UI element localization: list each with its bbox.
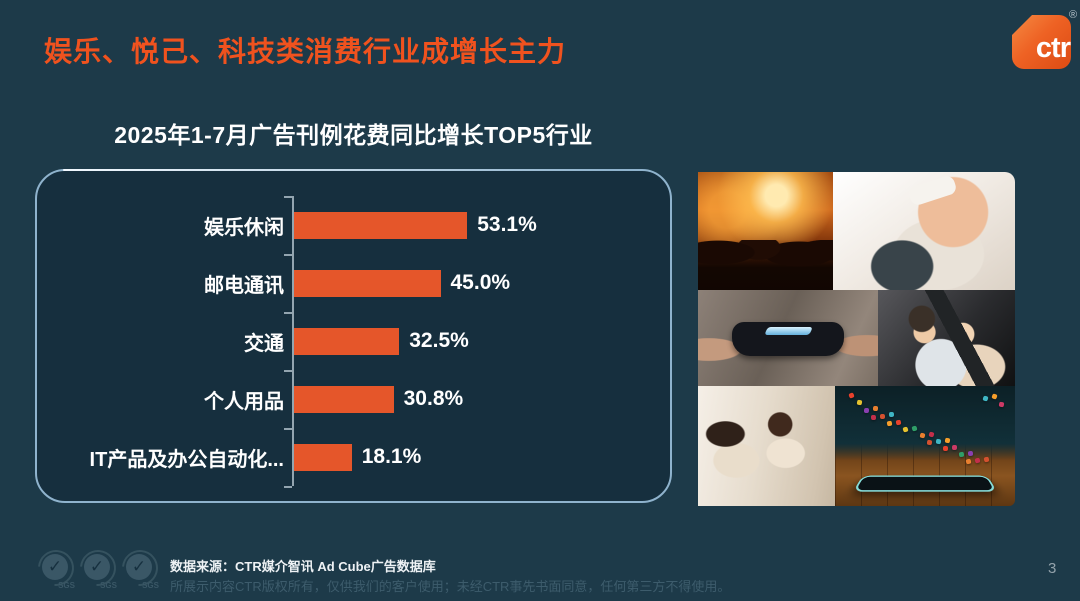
axis-tick <box>284 428 292 430</box>
chart-row: 个人用品 30.8% <box>37 370 670 428</box>
bar <box>292 327 400 355</box>
sgs-certification-badges: ✓ SGS ✓ SGS ✓ SGS <box>30 542 166 594</box>
logo-chamfer <box>1011 14 1033 36</box>
app-icon <box>911 424 919 432</box>
bar-category-label: 个人用品 <box>204 390 284 413</box>
app-icon <box>870 414 877 420</box>
bar-category-label: 娱乐休闲 <box>204 216 284 239</box>
bar-value-label: 30.8% <box>403 387 464 410</box>
app-icon <box>848 392 856 399</box>
chart-row: IT产品及办公自动化... 18.1% <box>37 428 670 486</box>
concert-crowd-photo <box>698 172 833 290</box>
badge-checkmark-icon: ✓ <box>84 554 110 580</box>
sgs-badge: ✓ SGS <box>72 542 124 594</box>
axis-tick <box>284 254 292 256</box>
axis-tick <box>284 312 292 314</box>
page-number: 3 <box>1048 560 1057 577</box>
bar-chart-panel: 娱乐休闲 53.1% 邮电通讯 45.0% 交通 32.5% 个人用品 30.8% IT产品及办… <box>35 169 672 503</box>
bar <box>292 385 394 413</box>
app-icon <box>974 457 981 464</box>
badge-label: SGS <box>58 581 75 590</box>
badge-checkmark-icon: ✓ <box>42 554 68 580</box>
app-icon <box>879 413 886 419</box>
badge-checkmark-icon: ✓ <box>126 554 152 580</box>
bar-value-label: 53.1% <box>477 213 537 236</box>
bar-category-label: 邮电通讯 <box>204 274 284 297</box>
chart-axis <box>284 196 294 488</box>
gamepad-shape <box>732 321 844 357</box>
copyright-disclaimer-text: 所展示内容CTR版权所有，仅供我们的客户使用；未经CTR事先书面同意，任何第三方… <box>170 579 731 594</box>
ctr-logo: ctr <box>1011 14 1071 69</box>
spa-facial-photo <box>833 172 1015 290</box>
app-icon <box>965 458 972 465</box>
chart-row: 交通 32.5% <box>37 312 670 370</box>
app-icon <box>856 399 863 406</box>
app-icon <box>943 446 948 451</box>
app-icon <box>919 432 926 439</box>
app-icon <box>935 438 942 445</box>
bar <box>292 269 441 297</box>
app-icon <box>872 406 879 412</box>
sgs-badge: ✓ SGS <box>114 542 166 594</box>
bar-category-label: 交通 <box>244 332 284 355</box>
app-icon <box>998 401 1005 408</box>
app-icon <box>990 393 998 401</box>
bar-value-label: 32.5% <box>409 329 469 352</box>
chart-row: 娱乐休闲 53.1% <box>37 196 670 254</box>
app-icon <box>928 431 935 438</box>
app-icon <box>902 426 910 433</box>
badge-label: SGS <box>100 581 117 590</box>
sgs-badge: ✓ SGS <box>30 542 82 594</box>
axis-tick <box>284 370 292 372</box>
badge-label: SGS <box>142 581 159 590</box>
app-icon <box>981 394 989 402</box>
bar <box>292 443 352 471</box>
app-icon <box>886 420 893 427</box>
app-icon <box>895 419 902 425</box>
gamepad-lightbar <box>763 327 813 336</box>
app-icon <box>951 444 958 450</box>
axis-tick <box>284 196 292 198</box>
chart-title: 2025年1-7月广告刊例花费同比增长TOP5行业 <box>114 122 593 148</box>
app-icon <box>888 412 895 418</box>
photo-collage <box>698 172 1015 506</box>
app-icon <box>958 451 965 458</box>
bar-value-label: 45.0% <box>450 271 511 294</box>
bar-category-label: IT产品及办公自动化... <box>89 448 284 471</box>
registered-trademark-mark: ® <box>1069 9 1078 21</box>
tablet-apps-photo <box>835 386 1015 506</box>
bar-value-label: 18.1% <box>361 445 422 468</box>
tablet-shape <box>852 475 998 492</box>
bar-rows: 娱乐休闲 53.1% 邮电通讯 45.0% 交通 32.5% 个人用品 30.8% IT产品及办… <box>37 196 670 486</box>
app-icon <box>944 437 951 443</box>
panel-top-glow <box>63 169 610 171</box>
app-icon <box>983 456 990 463</box>
app-icon <box>863 407 869 413</box>
game-controller-photo <box>698 290 878 386</box>
axis-tick <box>284 486 292 488</box>
bar <box>292 211 468 239</box>
women-dining-photo <box>698 386 835 506</box>
chart-row: 邮电通讯 45.0% <box>37 254 670 312</box>
app-icon <box>967 450 974 457</box>
data-source-text: 数据来源：CTR媒介智讯 Ad Cube广告数据库 <box>170 559 436 574</box>
kids-carseat-photo <box>878 290 1015 386</box>
app-icon <box>926 439 933 446</box>
logo-text: ctr <box>1035 32 1071 64</box>
slide-title: 娱乐、悦己、科技类消费行业成增长主力 <box>44 36 567 67</box>
